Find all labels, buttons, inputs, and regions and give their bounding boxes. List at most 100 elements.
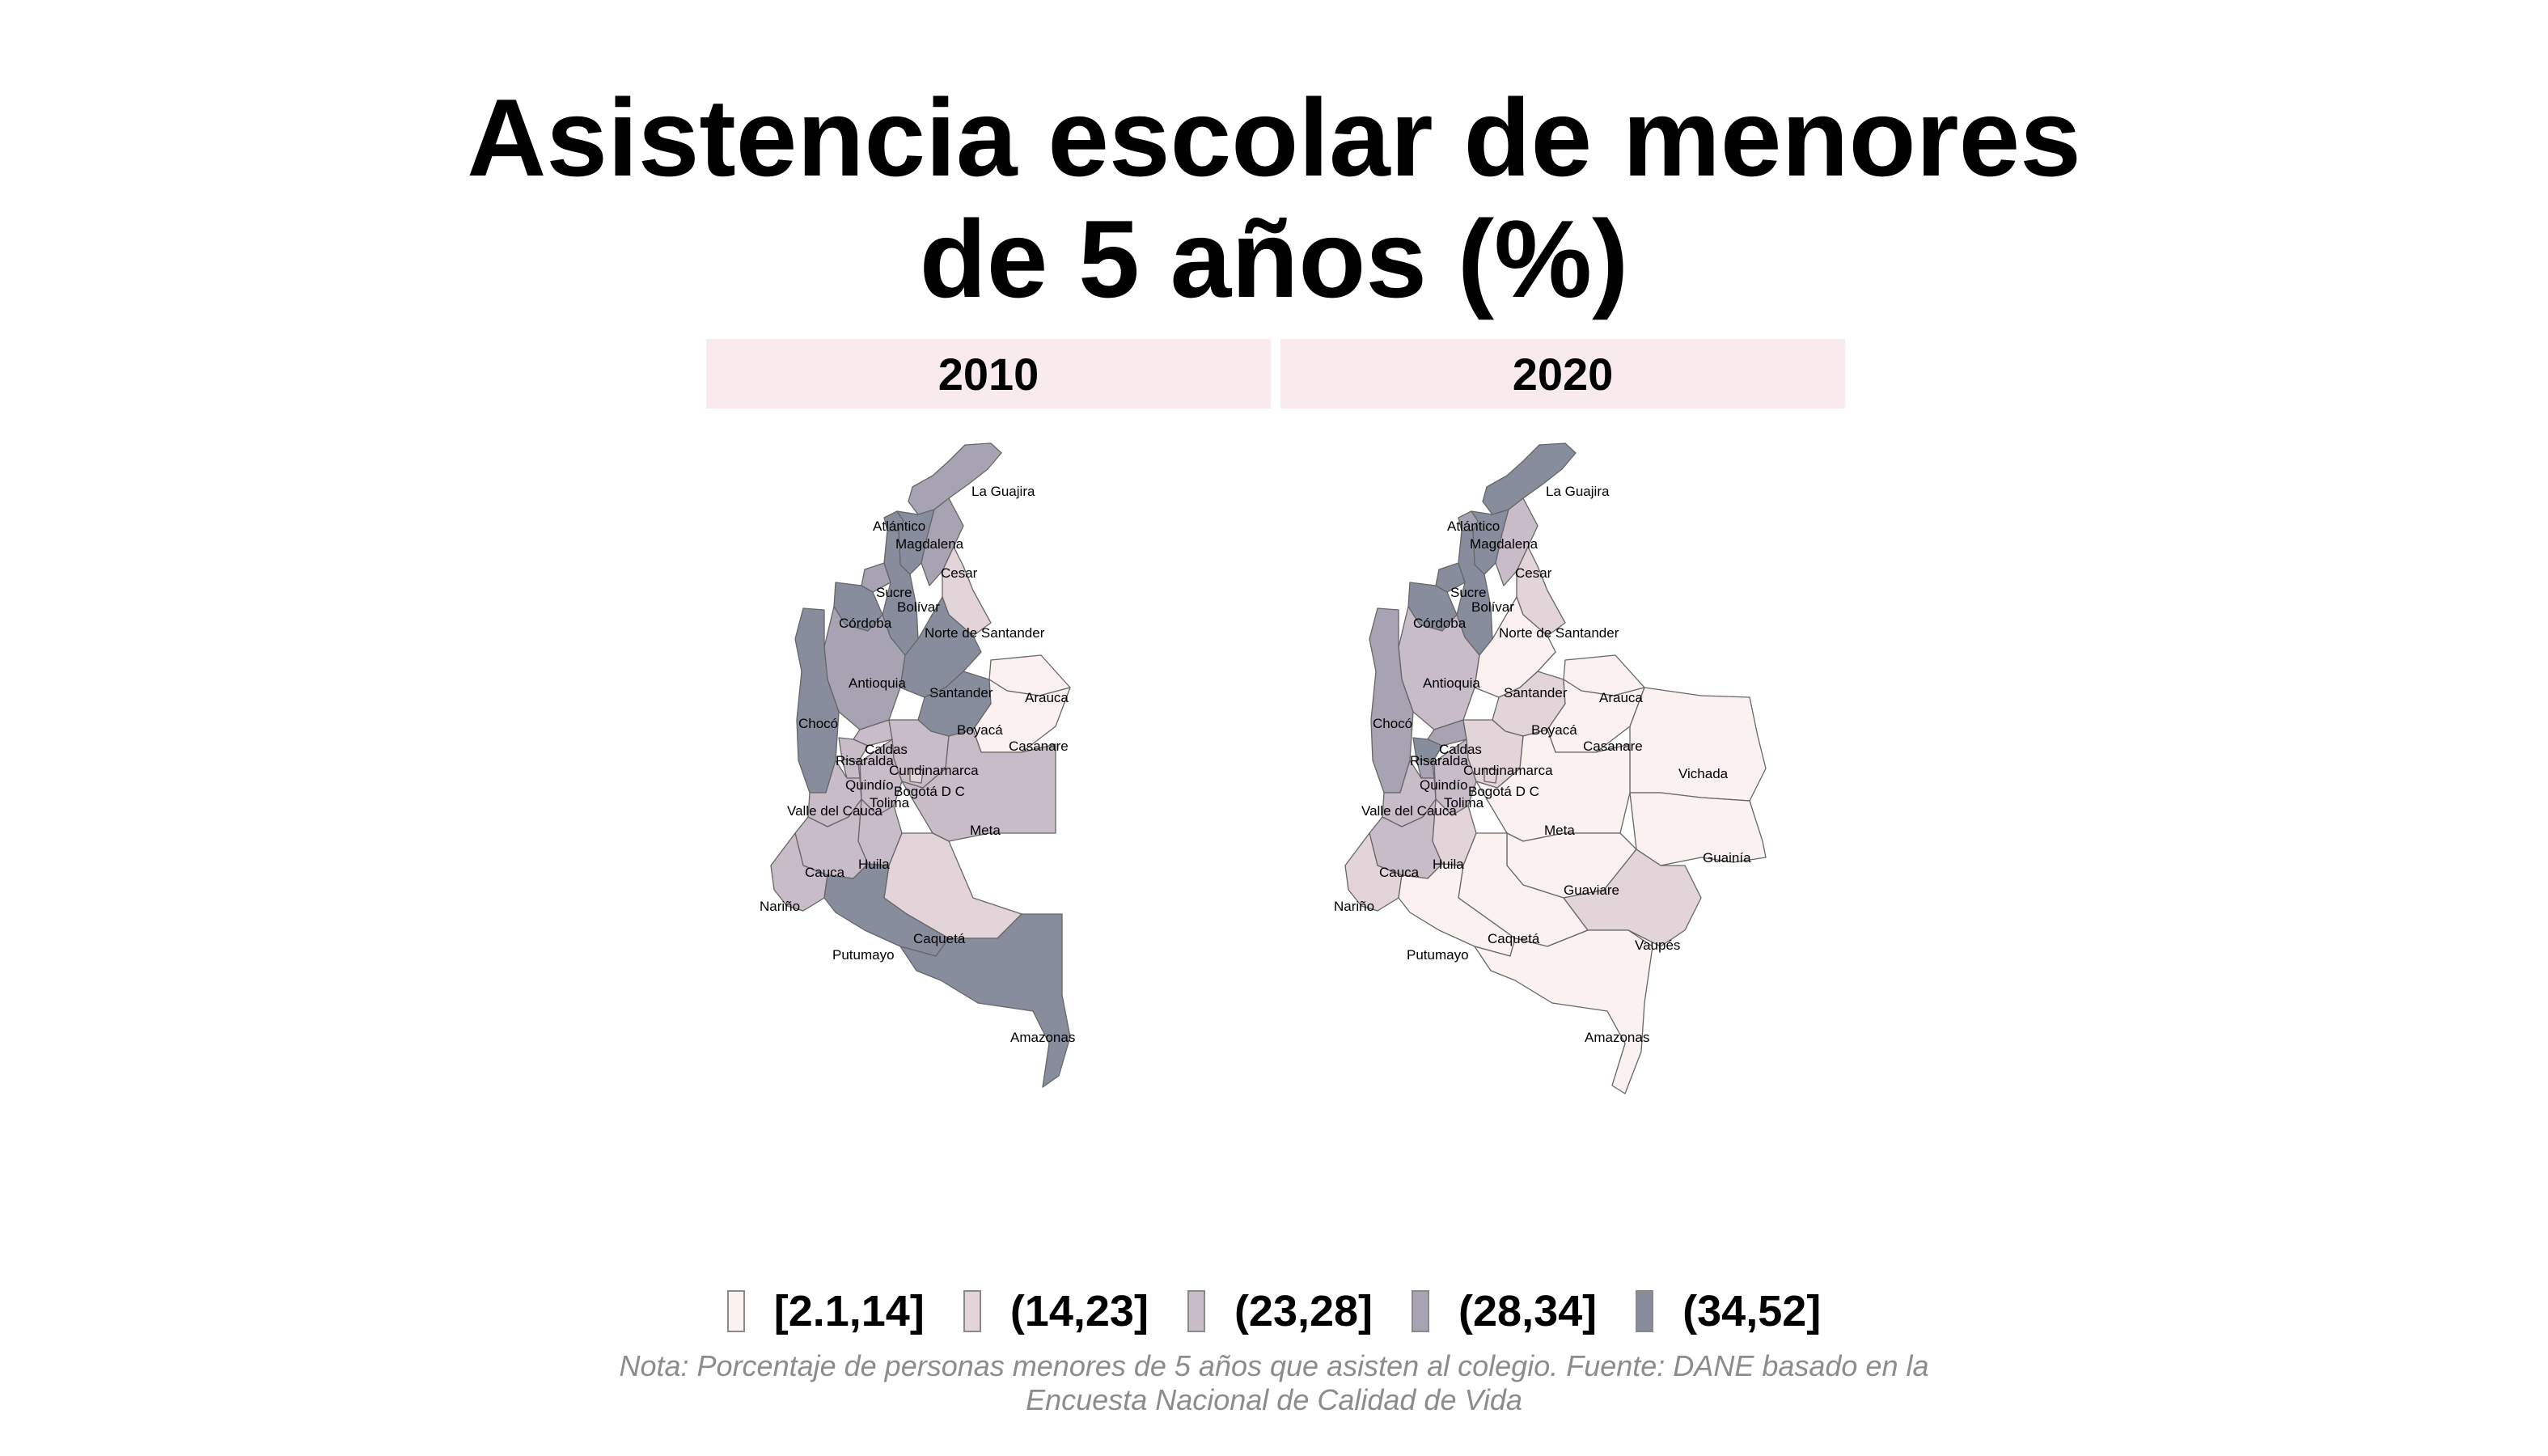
label-magdalena: Magdalena	[895, 536, 964, 552]
region-caldas	[1427, 719, 1467, 747]
region-la-guajira	[1482, 442, 1577, 515]
label-tolima: Tolima	[870, 795, 910, 811]
note-line-1: Nota: Porcentaje de personas menores de …	[619, 1349, 1929, 1382]
legend: [2.1,14] (14,23] (23,28] (28,34] (34,52]	[0, 1286, 2548, 1336]
label-caldas: Caldas	[1439, 742, 1482, 757]
label-la-guajira: La Guajira	[971, 484, 1035, 499]
region-putumayo	[1398, 863, 1516, 957]
note-line-2: Encuesta Nacional de Calidad de Vida	[1026, 1383, 1522, 1416]
legend-label: (14,23]	[1009, 1287, 1149, 1335]
label-risaralda: Risaralda	[1410, 753, 1468, 768]
region-sucre	[861, 562, 891, 593]
label-quindio: Quindío	[845, 777, 894, 793]
label-bogota: Bogotá D C	[1468, 784, 1539, 799]
source-note: Nota: Porcentaje de personas menores de …	[0, 1349, 2548, 1417]
label-cordoba: Córdoba	[839, 616, 892, 631]
legend-swatch	[963, 1290, 981, 1332]
label-putumayo: Putumayo	[832, 947, 895, 963]
legend-swatch	[1636, 1290, 1654, 1332]
legend-item: [2.1,14]	[726, 1286, 925, 1336]
region-la-guajira	[908, 442, 1002, 515]
region-santander	[1474, 596, 1556, 698]
region-bogota	[1484, 768, 1498, 784]
region-putumayo	[823, 863, 950, 957]
title-line-1: Asistencia escolar de menores	[467, 76, 2081, 199]
label-choco: Chocó	[798, 716, 838, 731]
label-bolivar: Bolívar	[897, 599, 940, 615]
label-meta: Meta	[970, 823, 1001, 838]
label-amazonas: Amazonas	[1585, 1030, 1649, 1045]
region-caldas	[853, 719, 893, 747]
label-caldas: Caldas	[865, 742, 908, 757]
label-norte-de-santander: Norte de Santander	[1499, 625, 1619, 641]
label-bogota: Bogotá D C	[894, 784, 965, 799]
label-narino: Nariño	[1334, 899, 1374, 914]
label-huila: Huila	[1433, 857, 1464, 872]
label-valle-del-cauca: Valle del Cauca	[1361, 803, 1457, 819]
label-amazonas: Amazonas	[1010, 1030, 1075, 1045]
map-2020: La Guajira Atlántico Magdalena Cesar Suc…	[1334, 442, 1767, 1094]
legend-swatch	[1412, 1290, 1430, 1332]
legend-label: (34,52]	[1682, 1287, 1822, 1335]
label-sucre: Sucre	[1450, 585, 1486, 600]
label-cordoba: Córdoba	[1413, 616, 1467, 631]
label-casanare: Casanare	[1583, 739, 1643, 754]
legend-item: (28,34]	[1412, 1286, 1597, 1336]
map-2010: La Guajira Atlántico Magdalena Cesar Suc…	[760, 442, 1075, 1088]
label-atlantico: Atlántico	[873, 518, 925, 534]
legend-label: [2.1,14]	[773, 1287, 925, 1335]
legend-item: (14,23]	[963, 1286, 1149, 1336]
label-cauca: Cauca	[1379, 865, 1420, 880]
region-amazonas	[899, 913, 1071, 1088]
region-risaralda	[1412, 737, 1443, 763]
panel-year-2010: 2010	[938, 348, 1039, 400]
label-norte-de-santander: Norte de Santander	[925, 625, 1045, 641]
region-bogota	[909, 768, 924, 784]
label-antioquia: Antioquia	[1423, 675, 1480, 691]
region-risaralda	[838, 737, 869, 763]
title-line-2: de 5 años (%)	[919, 197, 1629, 320]
label-arauca: Arauca	[1599, 690, 1643, 705]
legend-swatch	[1187, 1290, 1205, 1332]
legend-item: (23,28]	[1187, 1286, 1373, 1336]
label-sucre: Sucre	[876, 585, 912, 600]
panel-year-2020: 2020	[1512, 348, 1614, 400]
label-valle-del-cauca: Valle del Cauca	[787, 803, 882, 819]
panel-strip-2010: 2010	[706, 339, 1271, 408]
label-putumayo: Putumayo	[1407, 947, 1469, 963]
region-vichada	[1629, 687, 1767, 802]
legend-label: (23,28]	[1234, 1287, 1373, 1335]
label-caqueta: Caquetá	[1488, 931, 1540, 946]
page-title: Asistencia escolar de menores de 5 años …	[0, 77, 2548, 320]
label-la-guajira: La Guajira	[1546, 484, 1610, 499]
label-boyaca: Boyacá	[957, 722, 1003, 738]
region-santander	[899, 596, 982, 698]
label-vichada: Vichada	[1678, 766, 1729, 781]
label-guainia: Guainía	[1703, 850, 1751, 866]
label-bolivar: Bolívar	[1471, 599, 1514, 615]
label-cesar: Cesar	[941, 565, 978, 581]
label-meta: Meta	[1544, 823, 1575, 838]
label-arauca: Arauca	[1025, 690, 1069, 705]
region-casanare	[972, 679, 1071, 753]
legend-item: (34,52]	[1636, 1286, 1821, 1336]
label-guaviare: Guaviare	[1564, 882, 1619, 898]
region-magdalena	[896, 509, 935, 575]
region-amazonas	[1474, 929, 1653, 1094]
label-santander: Santander	[929, 685, 993, 700]
label-huila: Huila	[858, 857, 890, 872]
legend-swatch	[726, 1290, 745, 1332]
region-vaupes	[1563, 849, 1702, 947]
label-antioquia: Antioquia	[849, 675, 906, 691]
label-tolima: Tolima	[1444, 795, 1484, 811]
region-casanare	[1547, 679, 1645, 753]
region-magdalena	[1471, 509, 1509, 575]
label-santander: Santander	[1504, 685, 1568, 700]
label-choco: Chocó	[1373, 716, 1412, 731]
label-cesar: Cesar	[1515, 565, 1552, 581]
label-narino: Nariño	[760, 899, 800, 914]
label-magdalena: Magdalena	[1470, 536, 1539, 552]
label-boyaca: Boyacá	[1531, 722, 1577, 738]
region-meta	[901, 729, 1056, 842]
label-cundinamarca: Cundinamarca	[1463, 763, 1553, 778]
